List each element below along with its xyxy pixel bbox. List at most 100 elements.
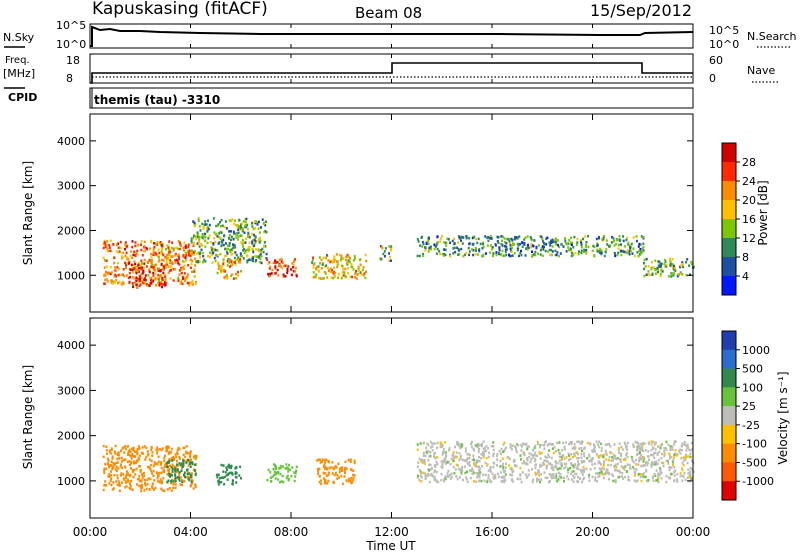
power-cell [212, 248, 215, 252]
velocity-cell [155, 448, 158, 452]
power-cell [235, 258, 237, 262]
x-tick-label: 16:00 [475, 525, 510, 539]
power-cell [218, 235, 221, 239]
velocity-cell [583, 447, 585, 450]
power-cell [564, 242, 567, 245]
velocity-cell [155, 471, 158, 474]
velocity-cell [534, 473, 537, 477]
power-cell [142, 266, 145, 269]
velocity-cell [439, 444, 442, 447]
power-cell [520, 249, 522, 253]
velocity-cell [543, 471, 546, 474]
velocity-cell [272, 467, 275, 471]
power-cell [314, 275, 317, 278]
power-cell [247, 235, 250, 238]
power-cell [478, 249, 481, 253]
velocity-cell [686, 446, 689, 450]
power-cell [116, 243, 118, 247]
velocity-cell [643, 442, 646, 445]
velocity-cell [133, 455, 136, 458]
power-cell [225, 250, 228, 254]
velocity-cell [552, 451, 555, 455]
velocity-cell [482, 473, 485, 477]
velocity-cell [595, 453, 598, 456]
velocity-cell [239, 465, 242, 469]
power-cell [555, 237, 557, 240]
power-cell [420, 236, 423, 239]
power-cell [239, 254, 242, 257]
velocity-cell [508, 457, 511, 461]
velocity-cell [635, 458, 637, 462]
velocity-cell [531, 480, 534, 484]
velocity-cell [172, 467, 175, 470]
velocity-cell [455, 451, 458, 454]
velocity-cell [448, 447, 451, 450]
velocity-cell [145, 455, 148, 459]
velocity-cell [520, 480, 523, 484]
power-cell [167, 257, 170, 261]
power-cell [647, 270, 650, 273]
velocity-cell [189, 452, 192, 455]
velocity-cell [673, 453, 676, 456]
velocity-cell [148, 488, 151, 491]
power-cell [157, 278, 160, 281]
velocity-cell [475, 443, 478, 447]
power-cell [555, 243, 558, 246]
velocity-cell [140, 479, 143, 483]
velocity-cell [226, 468, 228, 471]
power-cell [327, 259, 330, 262]
velocity-cell [468, 457, 471, 460]
power-cell [135, 270, 137, 273]
velocity-cell [145, 446, 148, 450]
cpid-text: themis (tau) -3310 [94, 93, 220, 107]
velocity-cell [513, 464, 516, 467]
velocity-cell [270, 480, 272, 483]
velocity-cell [674, 469, 677, 472]
velocity-cell [617, 476, 620, 479]
velocity-cell [680, 457, 683, 460]
velocity-cell [525, 442, 528, 446]
velocity-cell [432, 475, 435, 478]
power-cell [618, 235, 621, 238]
velocity-cell [322, 465, 325, 468]
velocity-cell [469, 464, 471, 467]
velocity-cell [194, 485, 197, 489]
velocity-cell [523, 460, 525, 463]
power-cell [213, 236, 216, 240]
velocity-cell [602, 473, 605, 476]
velocity-cell [670, 472, 673, 476]
velocity-cell [471, 440, 473, 444]
power-cell [234, 261, 237, 264]
power-cell [444, 248, 447, 252]
velocity-cell [327, 471, 330, 474]
velocity-cell [579, 477, 582, 480]
velocity-cell [350, 481, 353, 485]
power-cell [182, 254, 185, 257]
freq-right-tick-top: 60 [709, 54, 723, 67]
velocity-cell [195, 454, 198, 458]
velocity-cell [234, 475, 237, 479]
power-cell [584, 235, 587, 238]
velocity-cell [123, 451, 126, 454]
velocity-cell [645, 461, 647, 464]
power-cell [621, 250, 624, 253]
power-cell [196, 233, 199, 236]
power-cell [576, 241, 579, 244]
velocity-cell [126, 472, 129, 475]
velocity-cell [129, 462, 132, 465]
power-cell [132, 271, 135, 274]
velocity-cell [151, 485, 153, 488]
power-cell [685, 273, 688, 277]
power-cell [596, 242, 599, 245]
velocity-cell [500, 471, 503, 474]
velocity-cell [219, 476, 222, 480]
velocity-cell [452, 456, 455, 459]
velocity-cell [139, 470, 142, 473]
power-cell [643, 261, 645, 265]
power-cell [105, 259, 108, 262]
velocity-cell [551, 476, 553, 480]
power-cell [257, 248, 260, 251]
velocity-cell [571, 470, 574, 474]
velocity-cell [478, 472, 481, 476]
power-cell [318, 276, 320, 280]
